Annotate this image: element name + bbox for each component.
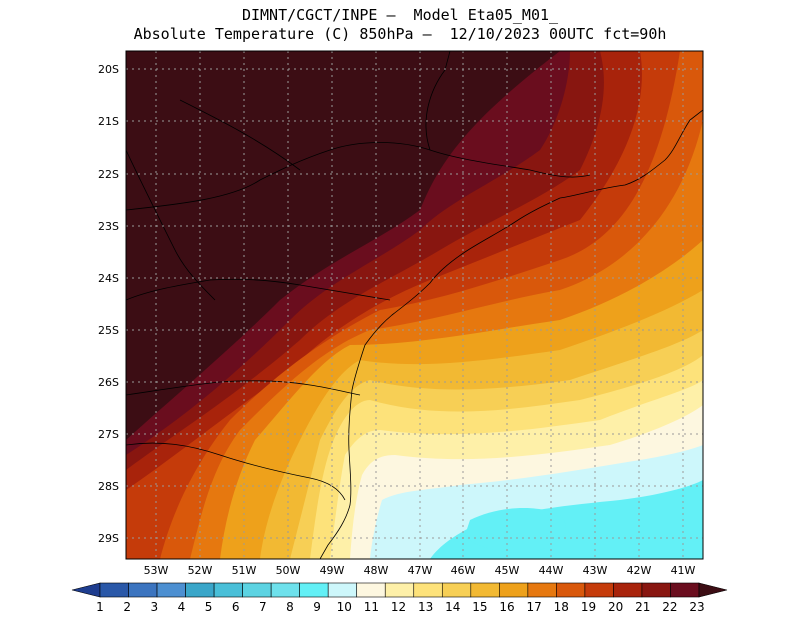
- lon-tick-label: 45W: [495, 564, 520, 577]
- lon-tick-label: 46W: [451, 564, 476, 577]
- colorbar-swatch: [613, 582, 643, 598]
- lon-tick-label: 53W: [144, 564, 169, 577]
- colorbar-label: 9: [313, 600, 321, 614]
- lat-tick-label: 26S: [98, 376, 119, 389]
- colorbar-swatch: [527, 582, 557, 598]
- lon-tick-label: 43W: [583, 564, 608, 577]
- coastline: [319, 109, 703, 559]
- colorbar-swatch: [99, 582, 129, 598]
- colorbar-swatch: [470, 582, 500, 598]
- lat-axis: 20S 21S 22S 23S 24S 25S 26S 27S 28S 29S: [98, 63, 119, 545]
- map-title-line1: DIMNT/CGCT/INPE – Model Eta05_M01_: [241, 6, 559, 24]
- colorbar-label: 21: [635, 600, 650, 614]
- colorbar-label: 20: [608, 600, 623, 614]
- lat-tick-label: 23S: [98, 220, 119, 233]
- colorbar-swatch: [242, 582, 272, 598]
- colorbar-swatch: [384, 582, 415, 598]
- lon-tick-label: 42W: [627, 564, 652, 577]
- lat-lon-gridlines: [126, 51, 703, 559]
- colorbar-swatch: [441, 582, 472, 598]
- colorbar-swatch: [299, 582, 329, 598]
- colorbar-label: 8: [286, 600, 294, 614]
- colorbar-label: 14: [445, 600, 460, 614]
- temperature-field: [126, 51, 703, 559]
- colorbar-swatch: [356, 582, 386, 598]
- state-border-sp-mg: [126, 142, 591, 211]
- colorbar-label: 11: [364, 600, 379, 614]
- colorbar-label: 6: [232, 600, 240, 614]
- map-title-line2: Absolute Temperature (C) 850hPa – 12/10/…: [133, 25, 667, 43]
- colorbar-swatch: [641, 582, 671, 598]
- colorbar-swatch: [128, 582, 158, 598]
- lat-tick-label: 25S: [98, 324, 119, 337]
- lon-tick-label: 48W: [364, 564, 389, 577]
- colorbar-label: 22: [662, 600, 677, 614]
- colorbar-label: 2: [123, 600, 131, 614]
- lon-tick-label: 51W: [232, 564, 257, 577]
- lat-tick-label: 27S: [98, 428, 119, 441]
- colorbar-swatch: [213, 582, 243, 598]
- lon-tick-label: 50W: [276, 564, 301, 577]
- colorbar-label: 7: [259, 600, 267, 614]
- colorbar-label: 1: [96, 600, 104, 614]
- lat-tick-label: 28S: [98, 480, 119, 493]
- lon-tick-label: 52W: [188, 564, 213, 577]
- lat-tick-label: 20S: [98, 63, 119, 76]
- state-border-sc-rs: [126, 442, 346, 501]
- river-tiete: [179, 99, 301, 171]
- colorbar-label: 10: [337, 600, 352, 614]
- colorbar-label: 12: [391, 600, 406, 614]
- colorbar-swatch: [327, 582, 358, 598]
- lat-tick-label: 24S: [98, 272, 119, 285]
- colorbar-label: 23: [689, 600, 704, 614]
- colorbar-swatch: [185, 582, 215, 598]
- colorbar-swatch: [270, 582, 300, 598]
- lat-tick-label: 22S: [98, 168, 119, 181]
- colorbar-swatch: [499, 582, 529, 598]
- colorbar-arrow-low: [71, 582, 101, 598]
- colorbar-label: 3: [150, 600, 158, 614]
- state-border-sp-pr: [126, 278, 391, 301]
- colorbar-label: 16: [499, 600, 514, 614]
- colorbar-swatch: [670, 582, 700, 598]
- colorbar-swatch: [584, 582, 614, 598]
- colorbar-label: 17: [527, 600, 542, 614]
- colorbar-swatch: [556, 582, 586, 598]
- state-border-pr-sc: [126, 380, 361, 396]
- state-border-mg-rj: [425, 51, 451, 151]
- lon-tick-label: 41W: [671, 564, 696, 577]
- colorbar-swatch: [413, 582, 443, 598]
- colorbar-label: 4: [178, 600, 186, 614]
- temp-band-9-blob: [465, 508, 566, 553]
- colorbar-label: 19: [581, 600, 596, 614]
- lon-axis: 53W 52W 51W 50W 49W 48W 47W 46W 45W 44W …: [144, 564, 696, 577]
- colorbar-label: 5: [205, 600, 213, 614]
- lon-tick-label: 49W: [320, 564, 345, 577]
- lon-tick-label: 47W: [408, 564, 433, 577]
- river-parana: [126, 149, 216, 301]
- colorbar-swatch: [156, 582, 186, 598]
- colorbar-label: 15: [472, 600, 487, 614]
- colorbar-arrow-high: [698, 582, 728, 598]
- coastline-and-borders: [126, 51, 703, 559]
- colorbar-label: 13: [418, 600, 433, 614]
- lon-tick-label: 44W: [539, 564, 564, 577]
- map-frame: [125, 50, 704, 560]
- colorbar: 1 2 3 4 5 6 7 8 9 10 11 12 13 14 15 16 17 18 19 20 21 22 23: [71, 582, 728, 614]
- lat-tick-label: 29S: [98, 532, 119, 545]
- lat-tick-label: 21S: [98, 115, 119, 128]
- colorbar-label: 18: [554, 600, 569, 614]
